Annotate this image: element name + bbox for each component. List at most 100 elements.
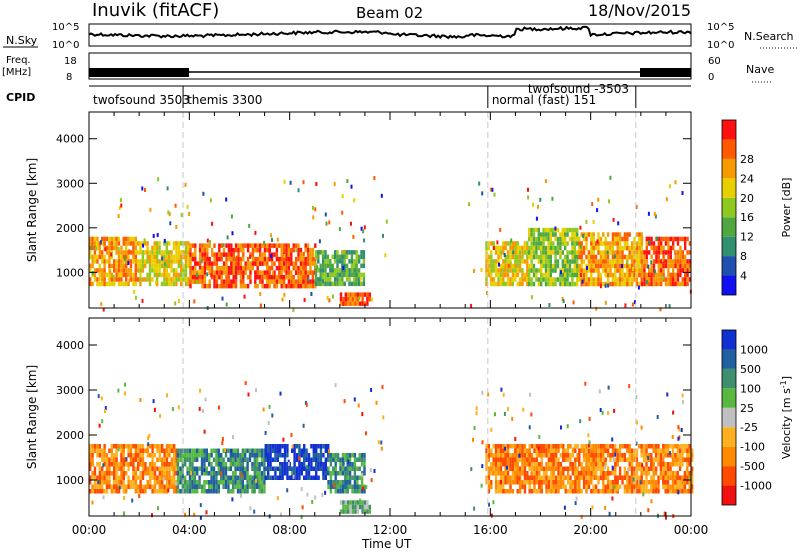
echo-cell	[351, 475, 354, 480]
scatter-cell	[631, 256, 633, 261]
echo-cell	[156, 259, 159, 264]
echo-cell	[611, 254, 615, 260]
echo-cell	[630, 489, 634, 494]
echo-cell	[113, 263, 116, 269]
date-title: 18/Nov/2015	[588, 1, 691, 20]
echo-cell	[276, 457, 279, 462]
echo-cell	[497, 281, 500, 287]
echo-cell	[521, 245, 524, 251]
echo-cell	[669, 453, 672, 458]
echo-cell	[234, 283, 238, 289]
scatter-cell	[503, 253, 506, 257]
echo-cell	[103, 241, 106, 246]
echo-cell	[293, 453, 296, 458]
echo-cell	[303, 444, 306, 449]
echo-cell	[93, 466, 97, 471]
echo-cell	[139, 277, 142, 282]
echo-cell	[587, 462, 591, 467]
echo-cell	[509, 281, 512, 287]
echo-cell	[614, 466, 617, 471]
echo-cell	[153, 466, 157, 471]
echo-cell	[307, 462, 311, 467]
echo-cell	[122, 444, 125, 449]
echo-cell	[542, 466, 546, 471]
echo-cell	[540, 263, 543, 269]
echo-cell	[332, 466, 335, 471]
scatter-cell	[287, 459, 290, 464]
scatter-cell	[677, 490, 680, 495]
echo-cell	[504, 241, 507, 246]
echo-cell	[210, 247, 214, 253]
echo-cell	[606, 448, 610, 453]
echo-cell	[684, 281, 687, 287]
echo-cell	[239, 471, 242, 476]
echo-cell	[640, 268, 644, 273]
echo-cell	[681, 480, 684, 485]
echo-cell	[314, 254, 318, 260]
echo-cell	[193, 457, 196, 462]
echo-cell	[492, 466, 495, 471]
echo-cell	[205, 471, 208, 476]
scatter-cell	[559, 270, 562, 275]
echo-cell	[640, 484, 643, 489]
scatter-cell	[499, 227, 502, 232]
echo-cell	[557, 480, 560, 485]
echo-cell	[125, 471, 128, 476]
echo-cell	[518, 489, 522, 494]
echo-cell	[98, 263, 101, 269]
echo-cell	[275, 256, 279, 262]
echo-cell	[363, 489, 366, 494]
echo-cell	[506, 241, 510, 246]
echo-cell	[530, 241, 533, 246]
echo-cell	[173, 466, 176, 471]
echo-cell	[564, 245, 567, 251]
echo-cell	[122, 263, 125, 269]
echo-cell	[582, 466, 586, 471]
echo-cell	[547, 448, 551, 453]
echo-cell	[532, 268, 536, 273]
echo-cell	[158, 480, 161, 485]
echo-cell	[614, 236, 617, 242]
echo-cell	[609, 444, 612, 449]
echo-cell	[290, 252, 293, 257]
echo-cell	[165, 462, 169, 467]
echo-cell	[120, 466, 123, 471]
echo-cell	[218, 243, 221, 248]
echo-cell	[528, 227, 531, 233]
echo-cell	[590, 466, 593, 471]
echo-cell	[191, 274, 195, 280]
scatter-cell	[507, 407, 510, 411]
echo-cell	[212, 457, 216, 462]
echo-cell	[688, 263, 692, 269]
echo-cell	[487, 489, 491, 494]
echo-cell	[576, 259, 579, 264]
echo-cell	[580, 281, 583, 287]
echo-cell	[537, 241, 540, 246]
echo-cell	[597, 489, 600, 494]
echo-cell	[494, 250, 498, 255]
echo-cell	[564, 466, 567, 471]
echo-cell	[686, 457, 689, 462]
echo-cell	[205, 453, 208, 458]
echo-cell	[177, 250, 180, 255]
echo-cell	[547, 250, 550, 255]
echo-cell	[604, 241, 607, 246]
echo-cell	[686, 462, 689, 467]
echo-cell	[173, 448, 176, 453]
echo-cell	[101, 272, 104, 278]
echo-cell	[108, 462, 111, 467]
echo-cell	[562, 466, 565, 471]
echo-cell	[201, 243, 204, 248]
echo-cell	[336, 453, 340, 458]
echo-cell	[360, 480, 364, 485]
echo-cell	[587, 484, 591, 489]
echo-cell	[256, 462, 259, 467]
echo-cell	[153, 453, 157, 458]
echo-cell	[511, 272, 515, 278]
echo-cell	[623, 475, 627, 480]
echo-cell	[616, 281, 619, 287]
echo-cell	[339, 509, 343, 514]
echo-cell	[509, 462, 512, 467]
echo-cell	[175, 268, 178, 273]
echo-cell	[535, 475, 539, 480]
